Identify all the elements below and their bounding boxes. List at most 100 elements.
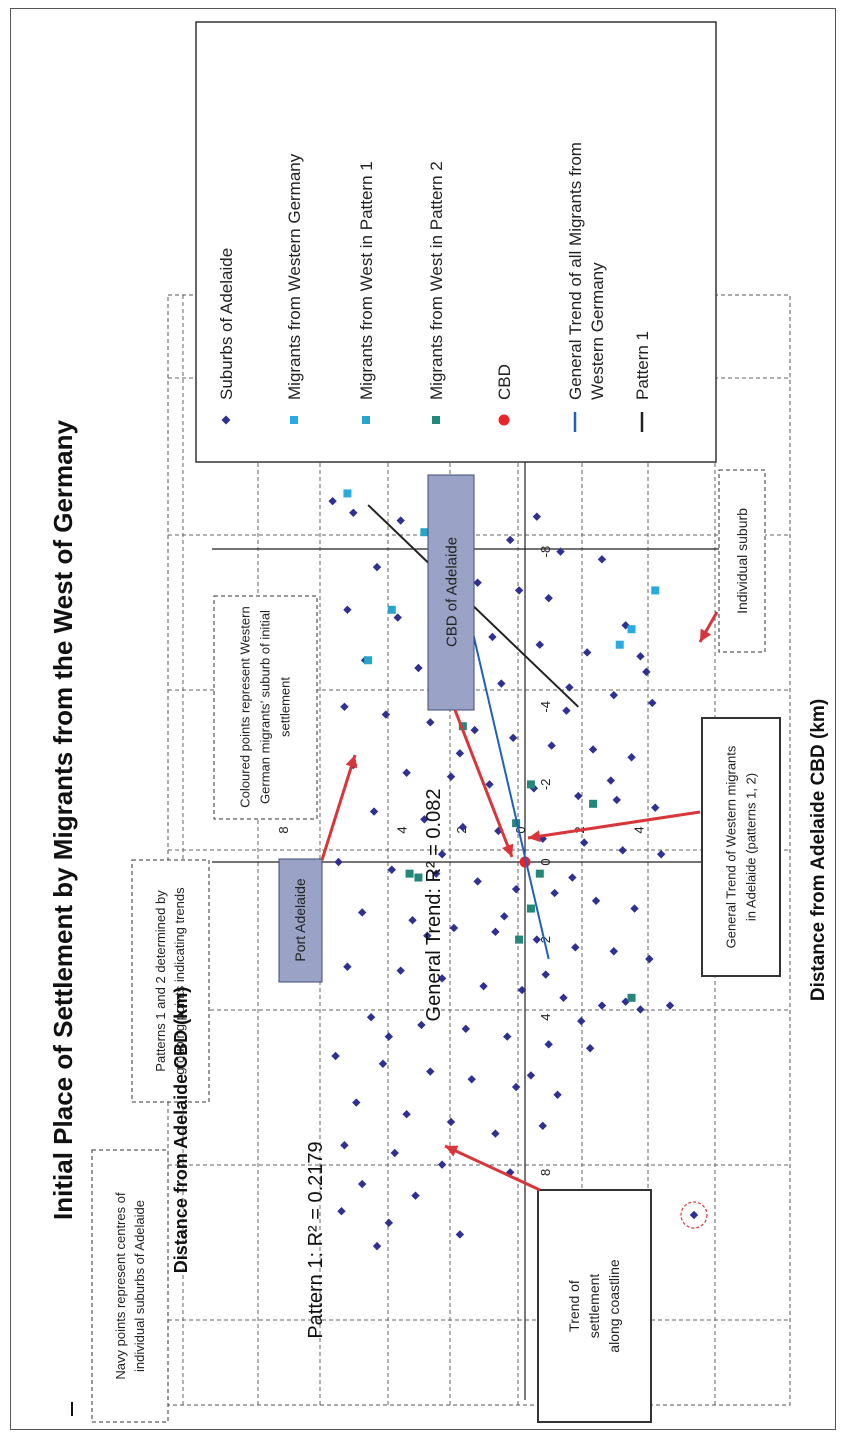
migrant-point [515, 935, 524, 944]
suburb-point [535, 640, 544, 649]
suburb-point [574, 791, 583, 801]
cbd-adelaide-label-line: CBD of Adelaide [443, 537, 460, 647]
suburb-point [414, 663, 423, 673]
suburb-point [503, 1032, 512, 1041]
suburb-point [648, 698, 657, 708]
suburb-point [396, 516, 405, 525]
suburb-point [532, 512, 542, 521]
suburb-point [500, 912, 509, 921]
suburb-point [343, 962, 352, 971]
series-migrants-from-west-in-pattern-2 [405, 722, 636, 1002]
suburb-point [636, 652, 645, 661]
legend-label-line: Migrants from Western Germany [285, 153, 304, 400]
legend-item: Migrants from Western Germany [285, 153, 304, 424]
navy-points-note [91, 1149, 169, 1423]
x-tick-label: -2 [538, 779, 553, 791]
migrant-point [615, 640, 624, 649]
y-tick-label: 4 [395, 826, 410, 833]
suburb-point [402, 768, 411, 777]
suburb-point [618, 846, 627, 855]
suburb-point [612, 795, 621, 805]
coloured-points-note-text-line: Coloured points represent Western [238, 606, 253, 807]
suburb-point [538, 1121, 547, 1131]
suburb-point [432, 869, 441, 878]
coloured-points-note-text: Coloured points represent Western German … [238, 606, 293, 807]
suburb-point [334, 857, 343, 867]
suburb-point [458, 822, 468, 832]
suburb-point [656, 850, 666, 859]
port-adelaide-arrow-shaft [320, 754, 357, 861]
suburb-point [470, 725, 479, 735]
suburb-point [420, 815, 429, 824]
suburb-point [544, 593, 553, 603]
suburb-point [479, 981, 488, 991]
suburb-point [508, 733, 518, 743]
suburb-point [437, 850, 447, 859]
individual-suburb-note [718, 469, 766, 653]
legend-label-line: Migrants from West in Pattern 2 [427, 161, 446, 400]
cbd-arrow [453, 709, 514, 858]
migrant-point [343, 489, 352, 498]
general-trend-arrow-head [528, 830, 541, 843]
suburb-point [449, 923, 459, 933]
legend-label-line: General Trend of all Migrants from [566, 142, 585, 400]
highlight-circle [680, 1201, 708, 1229]
suburb-point [665, 1001, 675, 1010]
port-adelaide-callout [278, 858, 323, 983]
migrant-point [526, 780, 535, 789]
suburb-point [381, 710, 391, 719]
suburb-point [568, 873, 577, 882]
suburb-point [437, 1160, 447, 1169]
suburb-point [494, 826, 503, 836]
suburb-point [606, 776, 616, 785]
suburb-point [497, 679, 506, 688]
general-trend-arrow-shaft [527, 810, 701, 840]
legend-box [195, 21, 717, 463]
suburb-point [437, 974, 447, 983]
suburb-point [577, 1016, 586, 1026]
suburb-point [387, 865, 396, 874]
cbd-arrow-shaft [453, 709, 514, 858]
suburb-point [384, 1218, 394, 1228]
legend-square-icon [290, 416, 298, 424]
trend-lines-layer: General Trend: R² = 0.082 Pattern 1: R² =… [305, 504, 579, 1339]
legend-label: Suburbs of Adelaide [217, 248, 236, 400]
suburb-point [553, 1090, 562, 1099]
migrant-point [627, 625, 636, 634]
chart-title: Initial Place of Settlement by Migrants … [48, 420, 78, 1220]
patterns-note-text-line: grouping points indicating trends [172, 887, 187, 1075]
x-tick-label: 8 [538, 1169, 553, 1176]
legend-item: Suburbs of Adelaide [217, 248, 236, 425]
migrant-point [651, 586, 660, 595]
suburb-point [532, 935, 542, 944]
port-adelaide-label-line: Port Adelaide [292, 878, 308, 961]
suburb-point [369, 807, 379, 816]
suburb-point [544, 1040, 553, 1049]
suburb-point [366, 1013, 376, 1022]
y-tick-label: 4 [631, 826, 646, 833]
individual-suburb-arrow-head [700, 628, 712, 642]
suburb-point [491, 1129, 500, 1138]
suburb-point [378, 1059, 388, 1068]
suburb-point [446, 1117, 456, 1127]
legend-item: CBD [495, 364, 514, 426]
general-trend-box [701, 717, 781, 977]
suburb-point [511, 884, 521, 894]
port-adelaide-arrow [320, 754, 358, 861]
coloured-points-note [213, 595, 318, 820]
suburb-point [565, 683, 574, 692]
patterns-note-text: Patterns 1 and 2 determined by grouping p… [153, 887, 187, 1075]
suburb-point [328, 496, 337, 506]
coloured-points-note-text-line: German migrants’ suburb of initial [258, 610, 273, 804]
suburb-point [358, 908, 367, 917]
suburb-point [349, 508, 358, 517]
cbd-adelaide-label: CBD of Adelaide [443, 537, 460, 647]
legend-item: Migrants from West in Pattern 1 [357, 161, 376, 424]
suburb-point [636, 1005, 645, 1014]
coastline-box-text: Trend of settlement along coastline [566, 1259, 622, 1353]
suburb-point [591, 896, 601, 905]
legend-label-line: CBD [495, 364, 514, 400]
suburb-point [372, 562, 382, 572]
suburb-point [630, 904, 639, 913]
